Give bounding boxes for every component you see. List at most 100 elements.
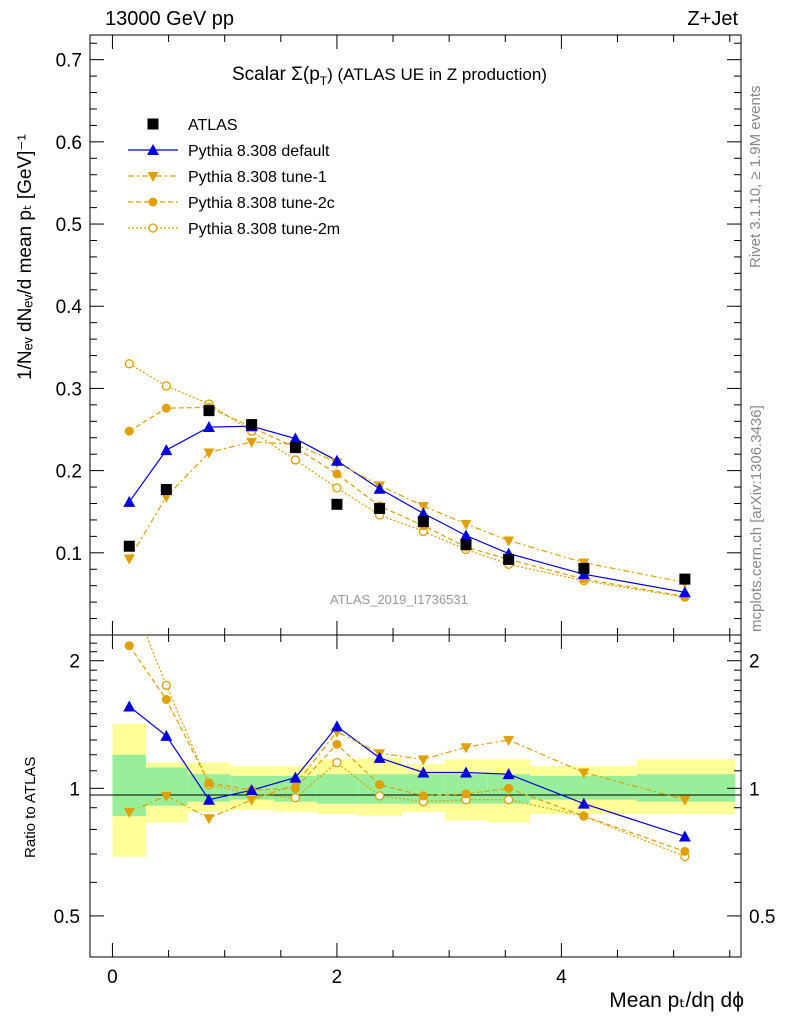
ratio-point-pythia-8-308-tune-2m (290, 793, 301, 803)
main-point-atlas (246, 419, 258, 431)
ratio-point-pythia-8-308-tune-1 (123, 807, 135, 818)
ratio-line-pythia-8-308-tune-2m (145, 635, 686, 858)
ratio-point-pythia-8-308-tune-2c (332, 739, 342, 749)
main-point-atlas (578, 562, 590, 574)
main-point-pythia-8-308-default (373, 482, 386, 494)
legend-label-pythia-8-308-tune-2m: Pythia 8.308 tune-2m (188, 221, 340, 238)
main-y-tick-label: 0.1 (56, 544, 82, 565)
main-line-pythia-8-308-tune-2m (128, 363, 685, 598)
ratio-band-inner (316, 774, 359, 804)
ratio-point-pythia-8-308-tune-1 (203, 814, 215, 825)
x-axis-label: Mean pₜ/dη dϕ (609, 989, 744, 1012)
ratio-point-pythia-8-308-tune-2c (461, 789, 471, 799)
mcplots-label: mcplots.cern.ch [arXiv:1306.3436] (748, 405, 765, 632)
ratio-y-tick-label-right: 0.5 (749, 907, 775, 928)
ratio-point-pythia-8-308-tune-2c (504, 783, 514, 793)
ratio-point-pythia-8-308-tune-1 (460, 743, 472, 754)
main-point-pythia-8-308-tune-1 (246, 437, 258, 448)
ratio-point-pythia-8-308-default (417, 766, 430, 778)
main-point-pythia-8-308-tune-1 (460, 520, 472, 531)
legend-marker-pythia-8-308-tune-2m (148, 223, 158, 233)
main-line-pythia-8-308-tune-1 (128, 441, 686, 583)
main-series-lines (128, 363, 686, 598)
main-point-atlas (331, 498, 343, 510)
main-point-pythia-8-308-tune-2m (332, 483, 342, 493)
ratio-point-pythia-8-308-default (678, 830, 691, 842)
rivet-label: Rivet 3.1.10, ≥ 1.9M events (747, 85, 764, 269)
ratio-point-pythia-8-308-tune-1 (417, 755, 429, 766)
ratio-point-pythia-8-308-tune-2m (125, 588, 133, 596)
legend-label-pythia-8-308-default: Pythia 8.308 default (188, 143, 330, 160)
main-y-tick-label: 0.3 (56, 379, 82, 400)
main-point-pythia-8-308-default (202, 421, 215, 433)
ratio-line-pythia-8-308-tune-2c (128, 645, 686, 852)
ratio-point-pythia-8-308-default (123, 700, 136, 712)
ratio-point-pythia-8-308-default (502, 768, 515, 780)
ratio-point-pythia-8-308-tune-2c (418, 791, 428, 801)
ratio-band-inner (529, 775, 637, 800)
process-label: Z+Jet (687, 8, 738, 30)
ratio-line-pythia-8-308-default (128, 706, 686, 837)
ratio-y-tick-label-right: 2 (749, 652, 760, 673)
main-line-pythia-8-308-default (128, 425, 686, 593)
main-point-pythia-8-308-tune-1 (417, 501, 429, 512)
ratio-series-markers (123, 588, 691, 862)
main-point-pythia-8-308-default (417, 507, 430, 519)
main-point-pythia-8-308-default (123, 495, 136, 507)
plot-title-prefix: Scalar Σ(p (232, 64, 320, 85)
ratio-point-pythia-8-308-default (160, 729, 173, 741)
main-point-pythia-8-308-tune-2m (124, 359, 134, 369)
plot-title-suffix: ) (ATLAS UE in Z production) (327, 65, 547, 84)
legend-marker-pythia-8-308-tune-1 (147, 172, 159, 182)
ratio-point-pythia-8-308-tune-2c (204, 778, 214, 788)
x-tick-label: 4 (556, 967, 567, 988)
ratio-point-pythia-8-308-tune-1 (578, 768, 590, 779)
ratio-point-pythia-8-308-default (460, 766, 473, 778)
ratio-point-pythia-8-308-tune-1 (503, 736, 515, 747)
ratio-band-inner (112, 754, 147, 817)
main-point-pythia-8-308-default (678, 586, 691, 598)
ratio-point-pythia-8-308-tune-1 (679, 795, 691, 806)
ratio-point-pythia-8-308-default (289, 771, 302, 783)
main-point-atlas (289, 442, 301, 454)
main-point-atlas (123, 540, 135, 552)
ratio-point-pythia-8-308-default (577, 797, 590, 809)
ratio-y-tick-label: 1 (69, 779, 80, 800)
ratio-ticks: 0.5 0.5 1 1 2 2 0 2 4 (54, 635, 775, 988)
main-point-pythia-8-308-default (460, 529, 473, 541)
legend-label-pythia-8-308-tune-2c: Pythia 8.308 tune-2c (188, 195, 335, 212)
y-axis-label-main: 1/Nₑᵥ dNₑᵥ/d mean pₜ [GeV]⁻¹ (15, 134, 36, 380)
main-y-tick-label: 0.4 (56, 297, 83, 318)
main-point-pythia-8-308-default (330, 454, 343, 466)
main-y-tick-label: 0.2 (56, 462, 82, 483)
main-point-pythia-8-308-tune-1 (203, 448, 215, 459)
main-point-pythia-8-308-tune-1 (503, 536, 515, 547)
legend-label-atlas: ATLAS (188, 117, 238, 134)
main-series-markers (123, 359, 691, 602)
ratio-point-pythia-8-308-tune-1 (289, 780, 301, 791)
legend-label-pythia-8-308-tune-1: Pythia 8.308 tune-1 (188, 169, 327, 186)
ratio-point-pythia-8-308-default (245, 784, 258, 796)
ratio-point-pythia-8-308-tune-2m (374, 791, 385, 801)
ratio-point-pythia-8-308-tune-2c (579, 811, 589, 821)
legend-marker-pythia-8-308-default (147, 144, 159, 155)
main-point-pythia-8-308-tune-2c (161, 403, 171, 413)
main-point-pythia-8-308-tune-2m (161, 381, 171, 391)
main-point-pythia-8-308-tune-2m (290, 455, 301, 465)
ratio-point-pythia-8-308-tune-2m (161, 680, 171, 690)
ratio-point-pythia-8-308-tune-1 (160, 791, 172, 802)
ratio-frame (89, 634, 742, 958)
ratio-panel: 0.5 0.5 1 1 2 2 0 2 4 (54, 588, 775, 988)
main-point-pythia-8-308-default (160, 444, 173, 456)
ratio-point-pythia-8-308-default (202, 793, 215, 805)
ratio-point-pythia-8-308-tune-2c (680, 846, 690, 856)
main-y-tick-label: 0.5 (56, 215, 82, 236)
main-point-atlas (160, 484, 172, 496)
legend: ATLAS Pythia 8.308 default Pythia 8.308 tu… (128, 117, 340, 238)
ratio-y-tick-label-right: 1 (749, 779, 760, 800)
main-point-atlas (374, 502, 386, 514)
main-line-pythia-8-308-tune-2c (128, 406, 686, 597)
ratio-point-pythia-8-308-tune-2c (375, 780, 385, 790)
main-point-atlas (417, 516, 429, 528)
main-ticks: 0.1 0.2 0.3 0.4 0.5 0.6 0.7 (56, 35, 741, 635)
